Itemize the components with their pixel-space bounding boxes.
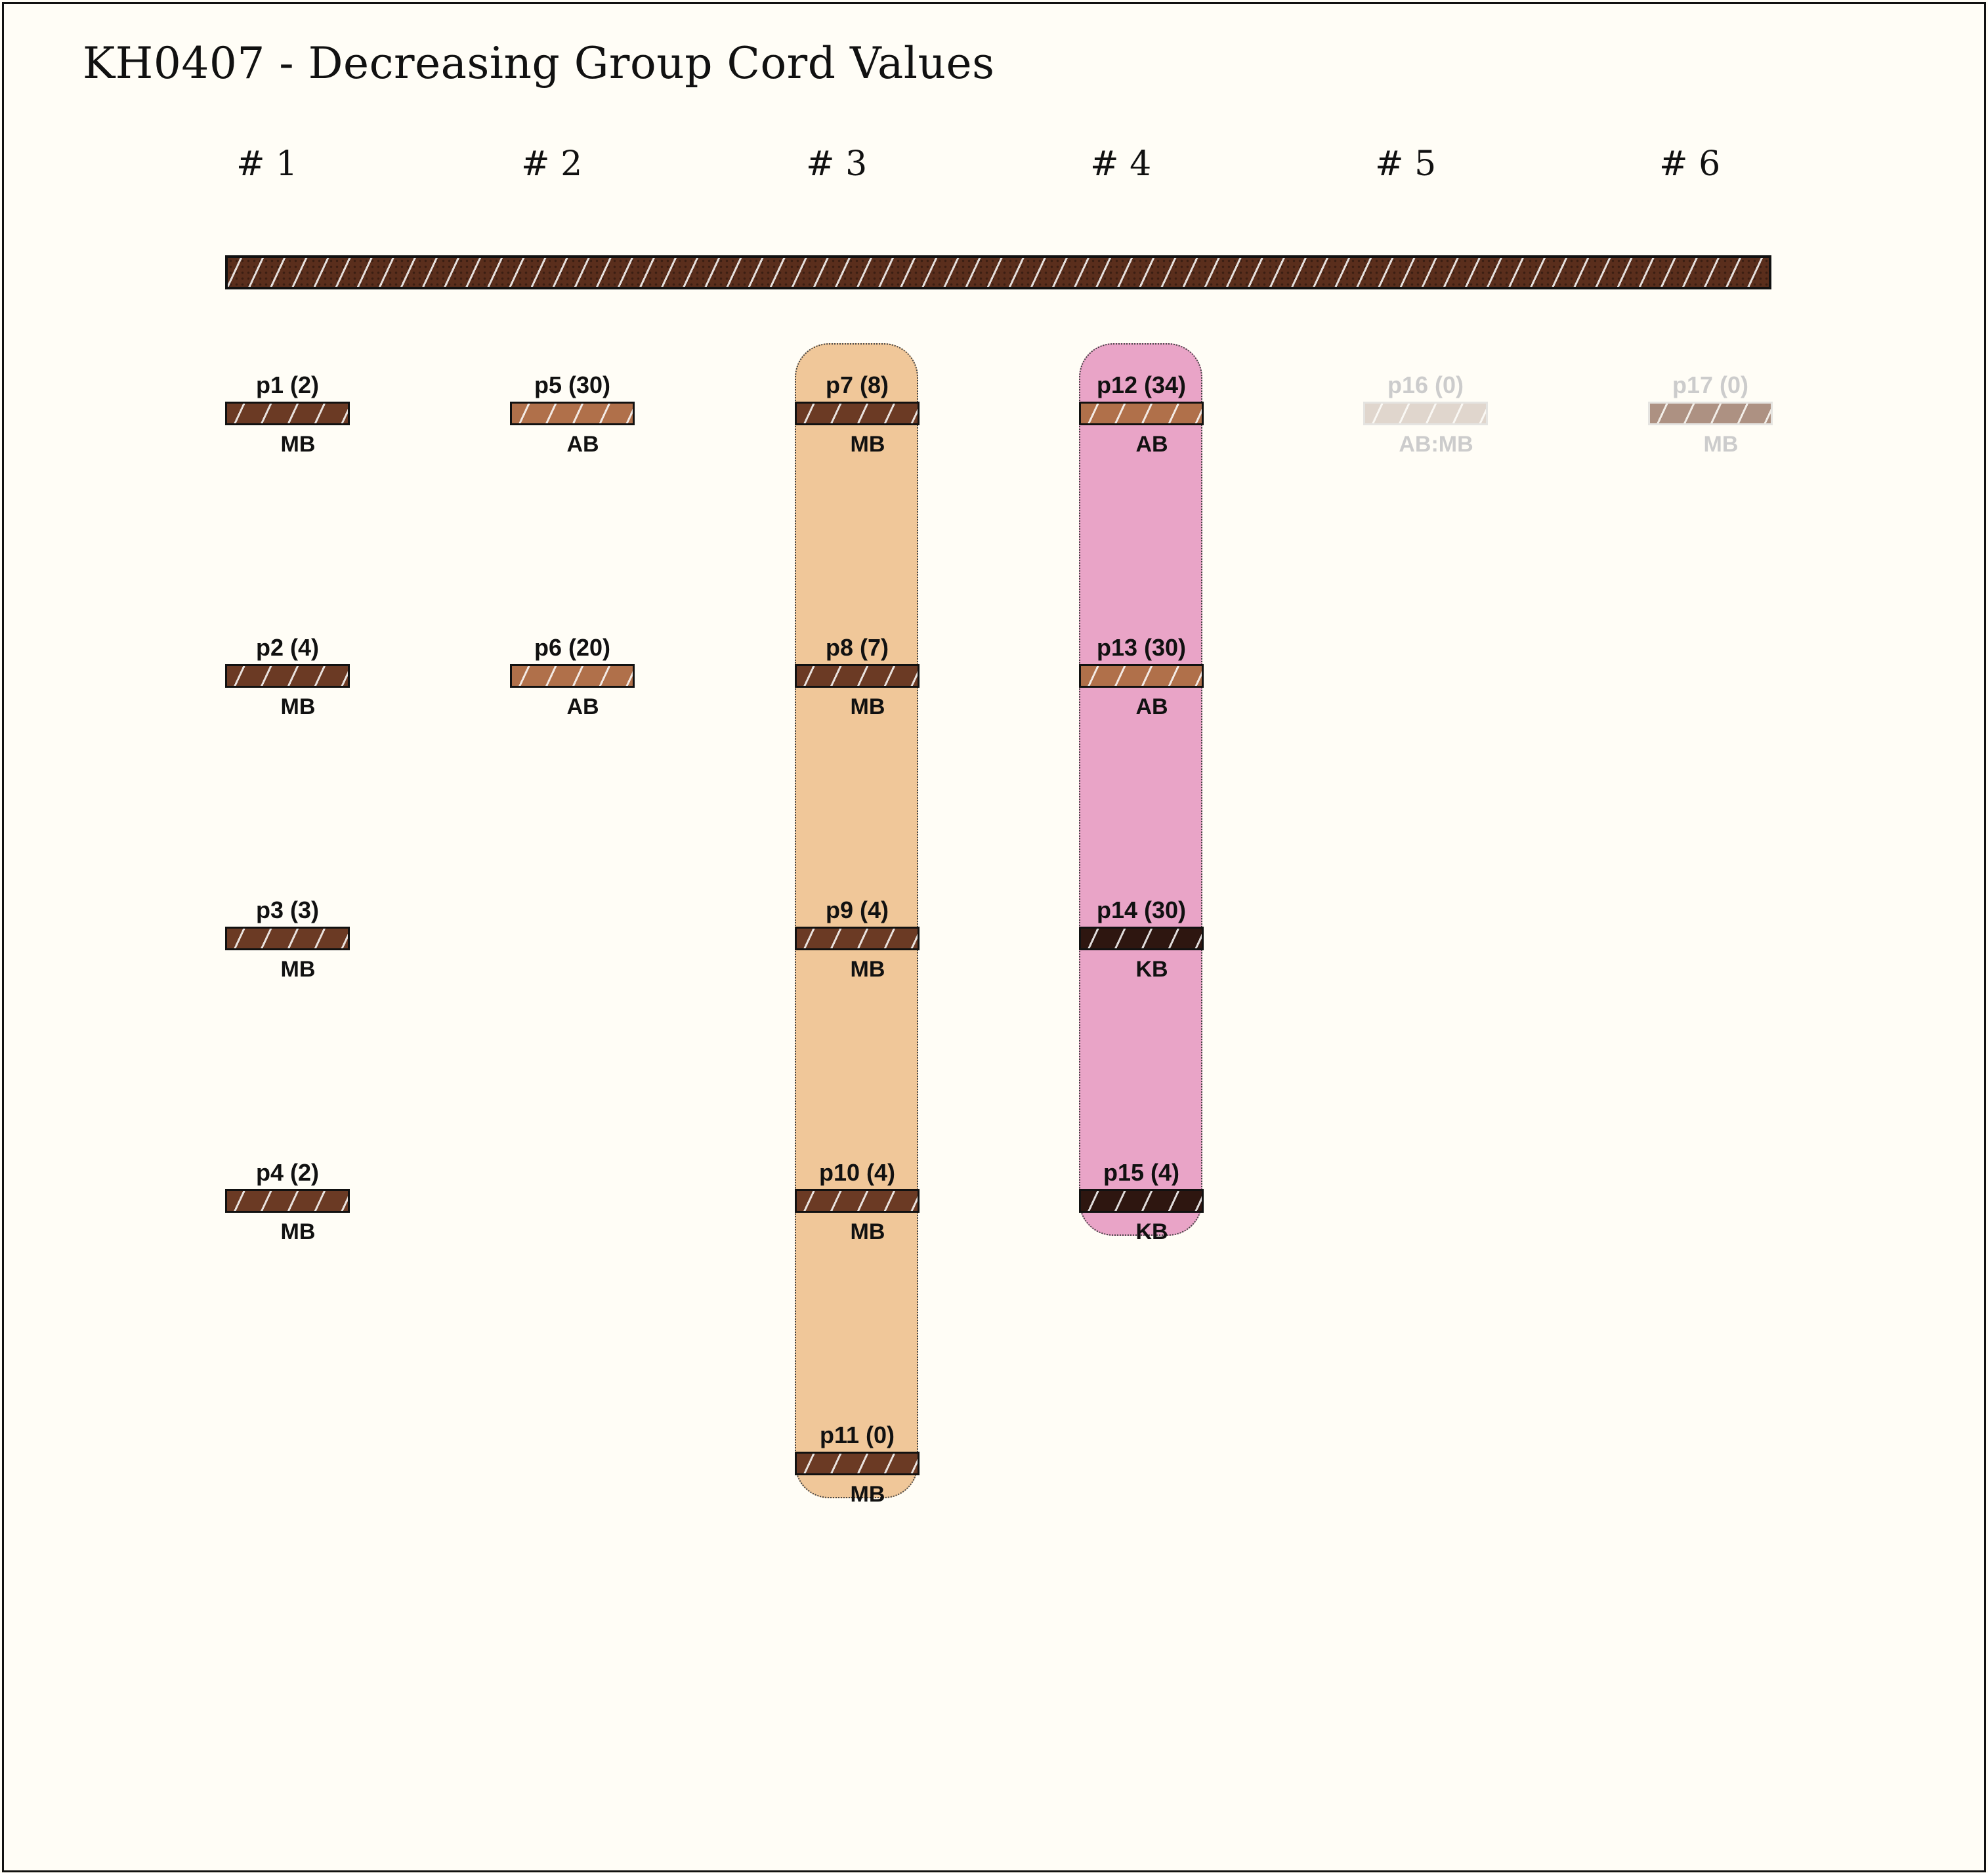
pendant-label: p5 (30) xyxy=(534,371,611,398)
pendant-color-code: MB xyxy=(850,1219,885,1244)
pendant-cord: p5 (30) AB xyxy=(510,371,635,457)
pendant-cord: p2 (4) MB xyxy=(225,634,350,719)
pendant-color-code: MB xyxy=(850,694,885,719)
pendant-cord-bar xyxy=(795,927,920,950)
pendant-color-code: MB xyxy=(280,1219,316,1244)
pendant-cord: p4 (2) MB xyxy=(225,1159,350,1244)
column-label-6: # 6 xyxy=(1659,144,1721,184)
column-label-5: # 5 xyxy=(1375,144,1437,184)
column-label-2: # 2 xyxy=(521,144,583,184)
pendant-cord: p11 (0) MB xyxy=(795,1421,920,1507)
pendant-color-code: KB xyxy=(1135,957,1168,982)
pendant-color-code: AB:MB xyxy=(1399,432,1473,457)
pendant-cord: p10 (4) MB xyxy=(795,1159,920,1244)
pendant-label: p14 (30) xyxy=(1096,896,1187,923)
pendant-cord-bar xyxy=(795,1189,920,1213)
pendant-cord-bar xyxy=(795,1452,920,1475)
pendant-color-code: MB xyxy=(280,432,316,457)
pendant-cord-bar xyxy=(1648,402,1773,425)
group-4-highlight-band xyxy=(1079,343,1202,1236)
pendant-color-code: MB xyxy=(1703,432,1739,457)
pendant-color-code: MB xyxy=(850,432,885,457)
pendant-cord-bar xyxy=(1079,664,1204,688)
pendant-cord-bar xyxy=(795,402,920,425)
diagram-title: KH0407 - Decreasing Group Cord Values xyxy=(83,38,995,89)
pendant-label: p8 (7) xyxy=(825,634,889,661)
pendant-label: p7 (8) xyxy=(825,371,889,398)
pendant-cord: p3 (3) MB xyxy=(225,896,350,982)
pendant-label: p3 (3) xyxy=(255,896,319,923)
pendant-cord-bar xyxy=(1079,402,1204,425)
pendant-cord: p14 (30) KB xyxy=(1079,896,1204,982)
pendant-label: p12 (34) xyxy=(1096,371,1187,398)
pendant-color-code: AB xyxy=(566,694,599,719)
pendant-cord-bar xyxy=(1079,927,1204,950)
pendant-cord-bar xyxy=(225,664,350,688)
pendant-cord: p13 (30) AB xyxy=(1079,634,1204,719)
pendant-label: p17 (0) xyxy=(1672,371,1749,398)
pendant-cord: p12 (34) AB xyxy=(1079,371,1204,457)
pendant-cord: p1 (2) MB xyxy=(225,371,350,457)
pendant-label: p6 (20) xyxy=(534,634,611,661)
pendant-color-code: AB xyxy=(566,432,599,457)
column-label-3: # 3 xyxy=(806,144,868,184)
pendant-cord-bar xyxy=(225,402,350,425)
pendant-color-code: MB xyxy=(280,957,316,982)
pendant-cord: p8 (7) MB xyxy=(795,634,920,719)
group-3-highlight-band xyxy=(795,343,918,1498)
column-label-4: # 4 xyxy=(1090,144,1152,184)
pendant-label: p10 (4) xyxy=(818,1159,896,1186)
pendant-cord: p7 (8) MB xyxy=(795,371,920,457)
pendant-cord-bar xyxy=(795,664,920,688)
pendant-color-code: MB xyxy=(280,694,316,719)
pendant-color-code: AB xyxy=(1135,694,1168,719)
pendant-label: p1 (2) xyxy=(255,371,319,398)
pendant-label: p2 (4) xyxy=(255,634,319,661)
pendant-label: p4 (2) xyxy=(255,1159,319,1186)
primary-cord xyxy=(225,255,1771,289)
pendant-cord-bar xyxy=(510,664,635,688)
pendant-cord-bar xyxy=(1363,402,1488,425)
pendant-cord: p16 (0) AB:MB xyxy=(1363,371,1488,457)
pendant-color-code: MB xyxy=(850,1482,885,1507)
pendant-cord: p6 (20) AB xyxy=(510,634,635,719)
pendant-cord: p15 (4) KB xyxy=(1079,1159,1204,1244)
pendant-cord-bar xyxy=(225,927,350,950)
pendant-label: p9 (4) xyxy=(825,896,889,923)
pendant-label: p11 (0) xyxy=(819,1421,895,1448)
pendant-color-code: KB xyxy=(1135,1219,1168,1244)
pendant-color-code: MB xyxy=(850,957,885,982)
pendant-cord: p9 (4) MB xyxy=(795,896,920,982)
pendant-label: p15 (4) xyxy=(1103,1159,1180,1186)
pendant-cord: p17 (0) MB xyxy=(1648,371,1773,457)
pendant-cord-bar xyxy=(225,1189,350,1213)
pendant-label: p13 (30) xyxy=(1096,634,1187,661)
pendant-cord-bar xyxy=(1079,1189,1204,1213)
column-label-1: # 1 xyxy=(236,144,298,184)
pendant-label: p16 (0) xyxy=(1387,371,1464,398)
pendant-cord-bar xyxy=(510,402,635,425)
pendant-color-code: AB xyxy=(1135,432,1168,457)
